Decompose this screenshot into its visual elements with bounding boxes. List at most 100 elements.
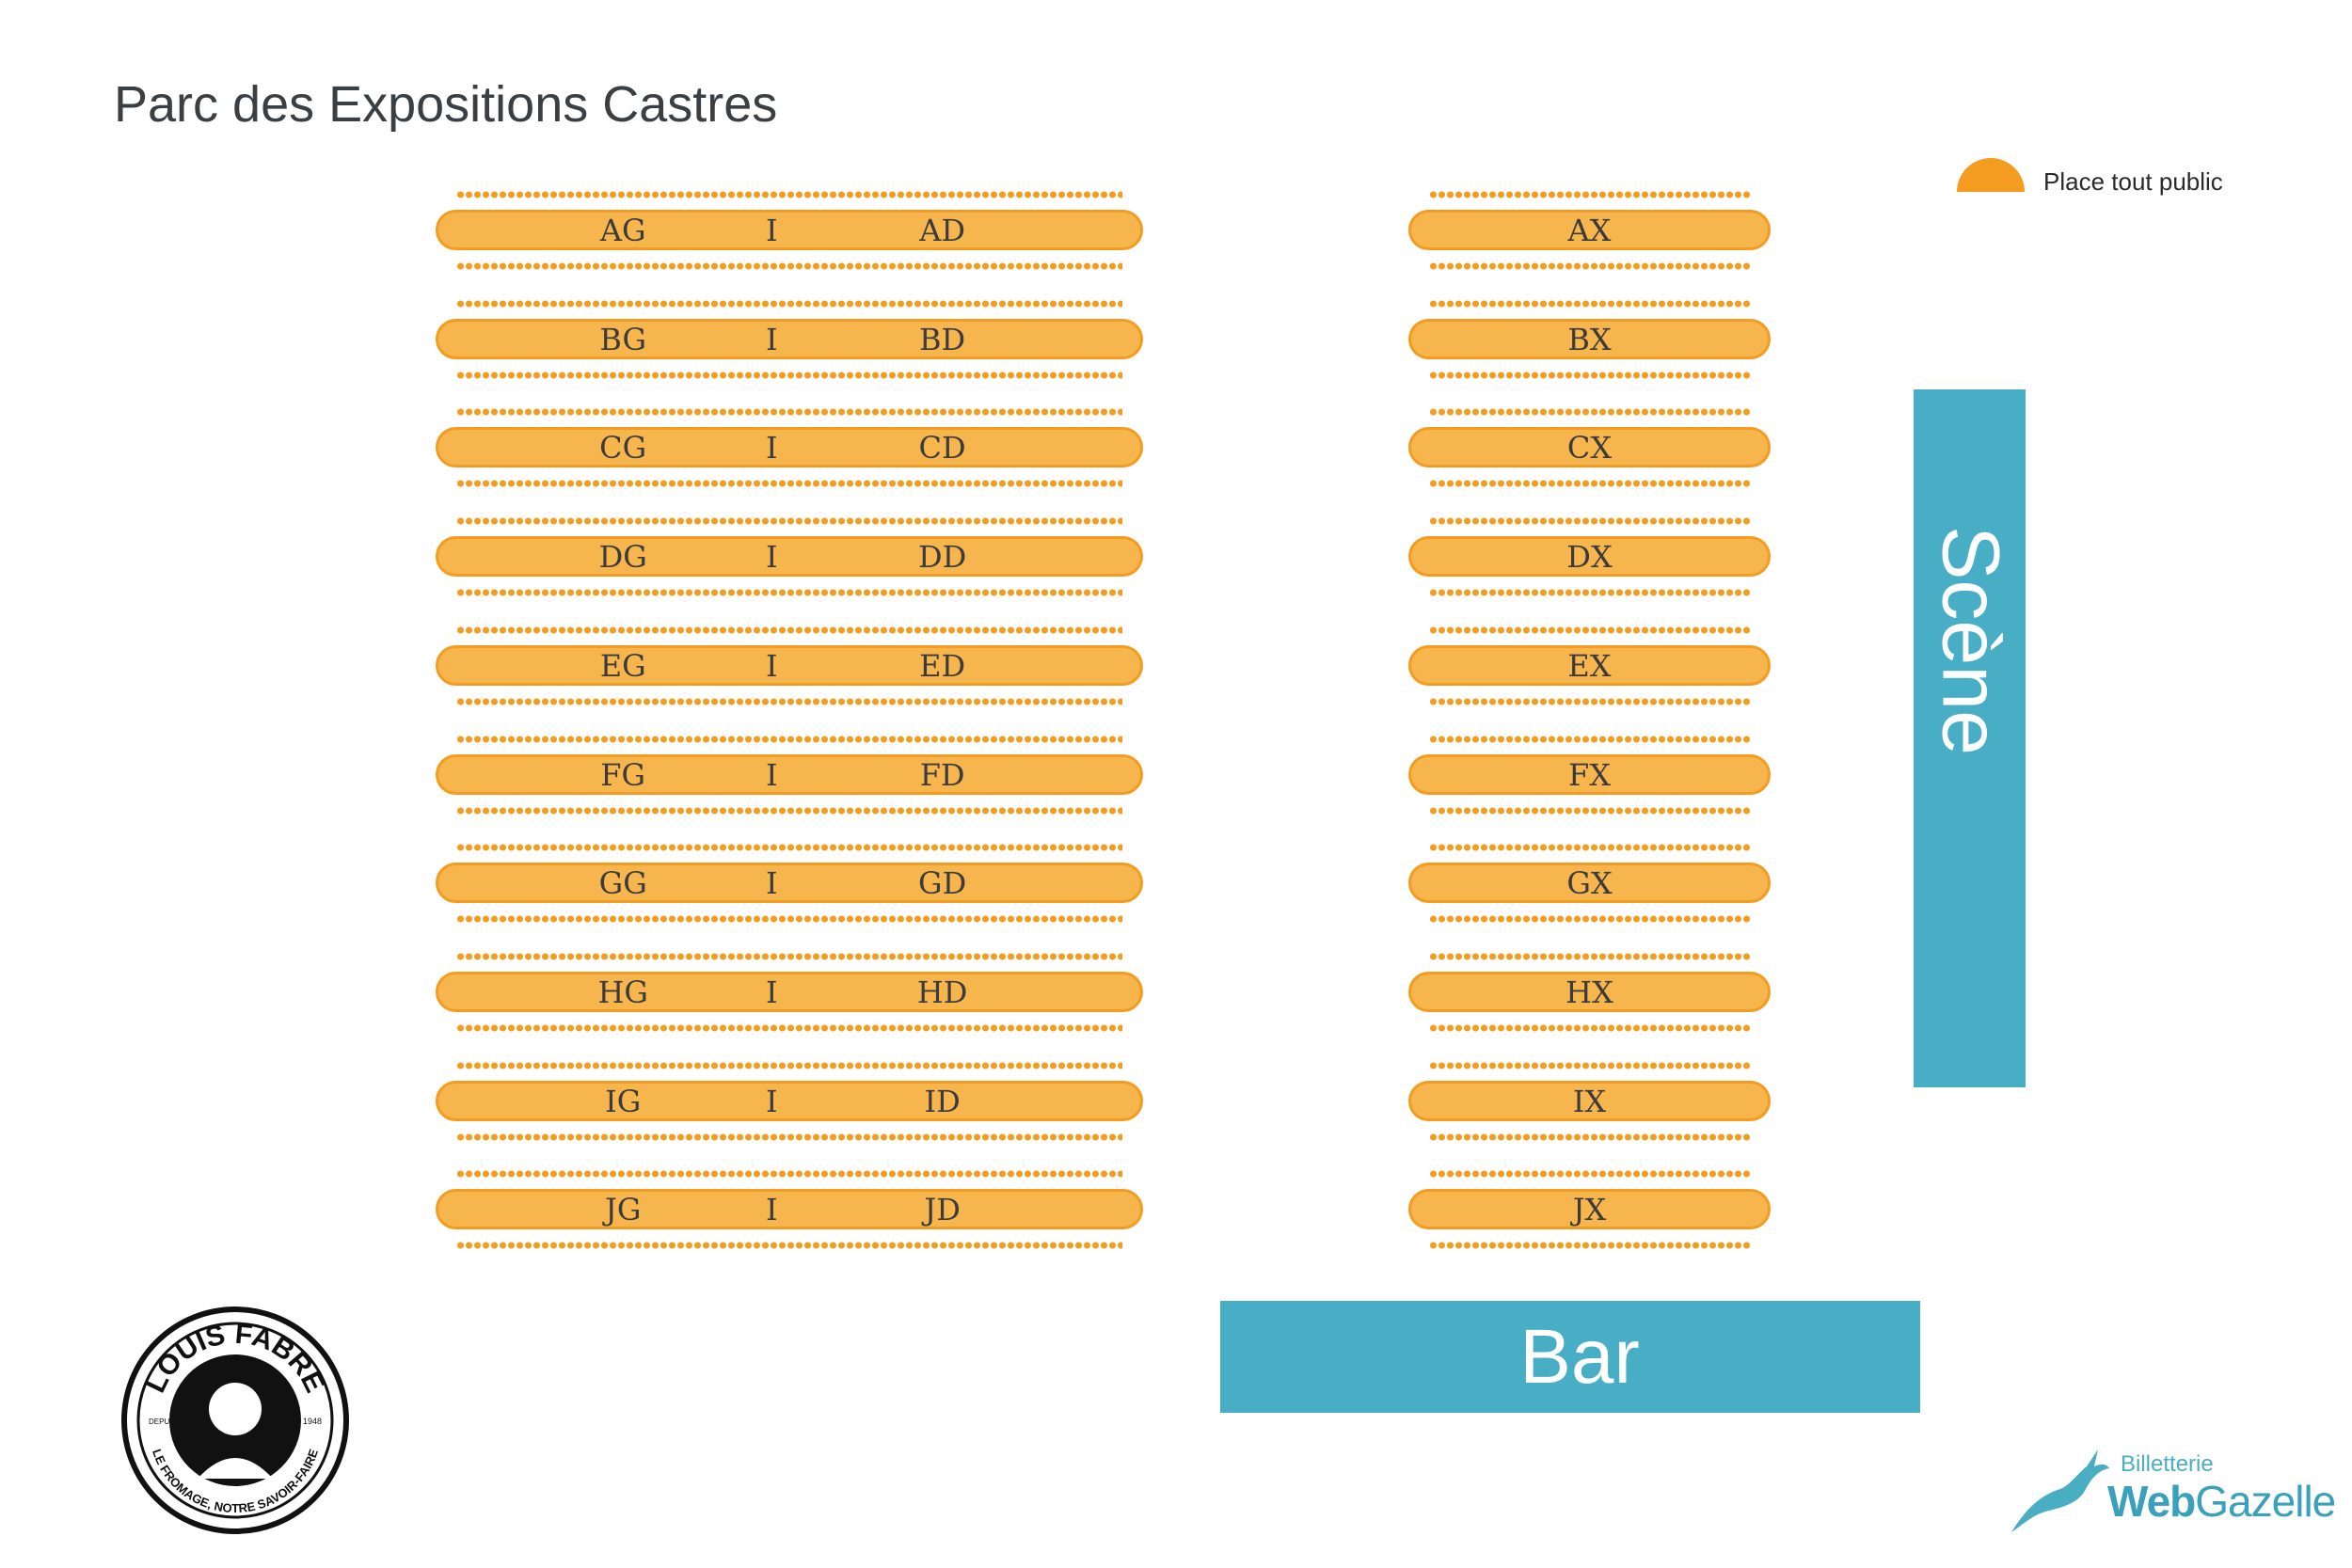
row-label: DX	[1566, 538, 1613, 575]
seat-dots-bottom	[456, 262, 1122, 270]
row-separator: I	[766, 974, 778, 1010]
seat-dots-top	[456, 844, 1122, 851]
seat-dots-top	[456, 1062, 1122, 1069]
seat-row-dx[interactable]: DX	[1408, 517, 1771, 596]
seat-dots-bottom	[1429, 1242, 1750, 1249]
seat-dots-top	[456, 736, 1122, 743]
seat-row-bar[interactable]: IG I ID	[436, 1081, 1143, 1121]
row-label: CX	[1566, 429, 1613, 466]
seat-row-gg-gd[interactable]: GG I GD	[436, 844, 1143, 923]
seat-row-bar[interactable]: CX	[1408, 427, 1771, 467]
seat-row-jx[interactable]: JX	[1408, 1170, 1771, 1249]
seat-row-cx[interactable]: CX	[1408, 408, 1771, 487]
seat-row-bar[interactable]: FG I FD	[436, 754, 1143, 795]
seat-row-gx[interactable]: GX	[1408, 844, 1771, 923]
row-label-left: DG	[598, 538, 647, 575]
row-label-left: AG	[599, 212, 646, 248]
gazelle-icon	[2011, 1449, 2109, 1532]
row-label-right: AD	[919, 212, 966, 248]
seat-dots-bottom	[1429, 807, 1750, 815]
row-label: HX	[1565, 974, 1613, 1010]
seat-row-bx[interactable]: BX	[1408, 300, 1771, 379]
seat-row-bar[interactable]: AX	[1408, 210, 1771, 250]
seat-dots-bottom	[1429, 1133, 1750, 1141]
partner-name: WebGazelle	[2107, 1477, 2336, 1526]
seat-dots-top	[456, 408, 1122, 416]
seat-dots-bottom	[1429, 589, 1750, 596]
seat-row-fx[interactable]: FX	[1408, 736, 1771, 815]
seat-row-ex[interactable]: EX	[1408, 626, 1771, 705]
seat-dots-top	[456, 517, 1122, 525]
row-label-right: HD	[916, 974, 968, 1010]
seat-row-bar[interactable]: HX	[1408, 972, 1771, 1012]
seat-dots-top	[1429, 408, 1750, 416]
stage-area: Scène	[1914, 389, 2026, 1087]
seat-row-hg-hd[interactable]: HG I HD	[436, 953, 1143, 1032]
sponsor-year: 1948	[303, 1417, 322, 1426]
seat-dots-top	[1429, 953, 1750, 960]
seat-row-fg-fd[interactable]: FG I FD	[436, 736, 1143, 815]
seat-dots-top	[456, 1170, 1122, 1178]
seat-row-ix[interactable]: IX	[1408, 1062, 1771, 1141]
seat-dots-bottom	[456, 915, 1122, 923]
seat-dots-bottom	[456, 1024, 1122, 1032]
row-label: BX	[1567, 321, 1612, 357]
row-label: AX	[1567, 212, 1612, 248]
seat-row-bar[interactable]: HG I HD	[436, 972, 1143, 1012]
seat-dots-top	[456, 191, 1122, 198]
seat-dots-top	[456, 953, 1122, 960]
seat-row-bar[interactable]: BG I BD	[436, 319, 1143, 359]
row-separator: I	[766, 212, 778, 248]
seat-row-jg-jd[interactable]: JG I JD	[436, 1170, 1143, 1249]
seat-row-ag-ad[interactable]: AG I AD	[436, 191, 1143, 270]
row-label-left: FG	[600, 756, 646, 793]
row-label-right: DD	[917, 538, 967, 575]
seat-dots-top	[1429, 1170, 1750, 1178]
louis-fabre-logo: LOUIS FABRE LE FROMAGE, NOTRE SAVOIR-FAI…	[121, 1307, 349, 1534]
seat-row-bar[interactable]: DG I DD	[436, 536, 1143, 577]
seat-row-eg-ed[interactable]: EG I ED	[436, 626, 1143, 705]
seat-row-bar[interactable]: BX	[1408, 319, 1771, 359]
row-label-right: GD	[918, 864, 967, 901]
seat-row-bar[interactable]: DX	[1408, 536, 1771, 577]
row-label: JX	[1572, 1191, 1607, 1227]
seat-row-bar[interactable]: GX	[1408, 863, 1771, 903]
seat-dots-bottom	[456, 1242, 1122, 1249]
seat-row-bg-bd[interactable]: BG I BD	[436, 300, 1143, 379]
row-separator: I	[766, 538, 778, 575]
seat-row-bar[interactable]: JX	[1408, 1189, 1771, 1229]
seat-row-bar[interactable]: AG I AD	[436, 210, 1143, 250]
seat-dots-bottom	[456, 698, 1122, 705]
row-label-left: JG	[604, 1191, 642, 1227]
row-separator: I	[766, 429, 778, 466]
seat-row-bar[interactable]: IX	[1408, 1081, 1771, 1121]
row-label-right: FD	[919, 756, 965, 793]
seat-dots-bottom	[456, 372, 1122, 379]
page-title: Parc des Expositions Castres	[114, 76, 778, 133]
seat-row-bar[interactable]: FX	[1408, 754, 1771, 795]
seat-row-bar[interactable]: EG I ED	[436, 645, 1143, 686]
seat-dots-bottom	[456, 480, 1122, 487]
row-label-right: CD	[918, 429, 966, 466]
seat-row-bar[interactable]: EX	[1408, 645, 1771, 686]
bar-area: Bar	[1220, 1301, 1920, 1413]
seat-row-hx[interactable]: HX	[1408, 953, 1771, 1032]
legend-seat-icon	[1957, 158, 2025, 192]
row-label: EX	[1567, 647, 1612, 684]
row-label-left: GG	[598, 864, 647, 901]
seat-row-ig-id[interactable]: IG I ID	[436, 1062, 1143, 1141]
seat-row-cg-cd[interactable]: CG I CD	[436, 408, 1143, 487]
seat-dots-top	[1429, 1062, 1750, 1069]
seat-dots-bottom	[456, 589, 1122, 596]
seat-row-bar[interactable]: GG I GD	[436, 863, 1143, 903]
legend-label: Place tout public	[2043, 167, 2223, 196]
seat-dots-bottom	[1429, 698, 1750, 705]
row-label-right: BD	[919, 321, 966, 357]
seat-row-dg-dd[interactable]: DG I DD	[436, 517, 1143, 596]
seat-row-ax[interactable]: AX	[1408, 191, 1771, 270]
seat-dots-bottom	[456, 1133, 1122, 1141]
row-label-right: JD	[924, 1191, 961, 1227]
seat-row-bar[interactable]: JG I JD	[436, 1189, 1143, 1229]
seat-row-bar[interactable]: CG I CD	[436, 427, 1143, 467]
bar-label: Bar	[1519, 1313, 1640, 1400]
